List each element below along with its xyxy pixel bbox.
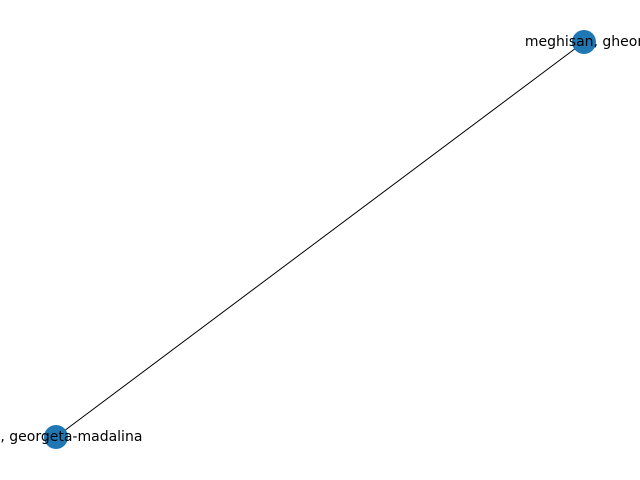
graph-node: oma, georgeta-madalina bbox=[0, 425, 142, 449]
graph-node-label: meghisan, gheor bbox=[525, 34, 640, 50]
graph-node-marker bbox=[572, 30, 596, 54]
graph-node-label: oma, georgeta-madalina bbox=[0, 429, 142, 445]
graph-edge bbox=[55, 41, 585, 438]
graph-node-marker bbox=[44, 425, 68, 449]
graph-node: meghisan, gheor bbox=[525, 30, 640, 54]
